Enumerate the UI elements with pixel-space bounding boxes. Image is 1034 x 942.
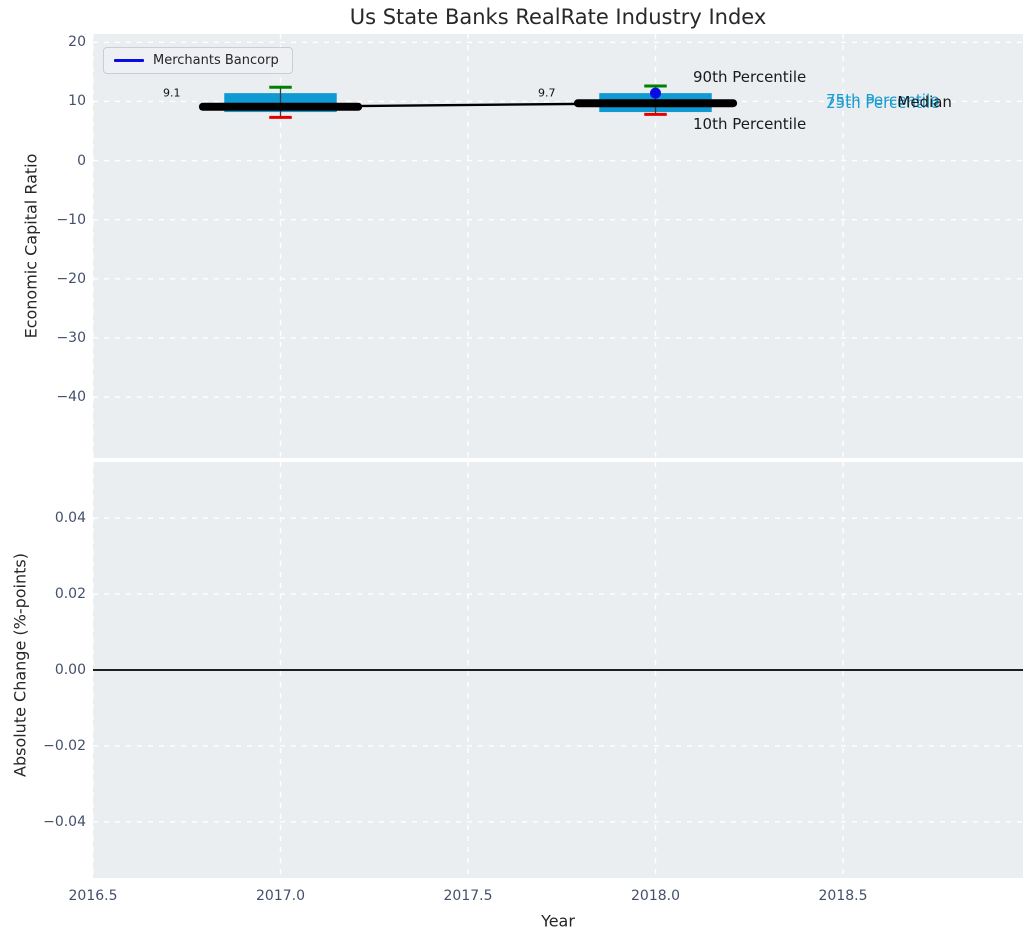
y-axis-label-bottom: Absolute Change (%-points) bbox=[10, 553, 30, 777]
xtick-label: 2018.0 bbox=[631, 888, 680, 904]
annotation-median: Median bbox=[897, 93, 952, 111]
legend: Merchants Bancorp bbox=[103, 47, 293, 74]
ytick-label: −20 bbox=[56, 270, 86, 287]
ytick-label: −0.02 bbox=[43, 737, 86, 754]
top-axes bbox=[93, 34, 1023, 458]
ytick-label: 0 bbox=[77, 152, 86, 169]
chart-title: Us State Banks RealRate Industry Index bbox=[349, 5, 767, 29]
legend-line-sample bbox=[114, 59, 144, 62]
annotation-90th-percentile: 90th Percentile bbox=[693, 67, 807, 86]
median-value-label: 9.1 bbox=[163, 86, 181, 100]
bottom-axes bbox=[93, 462, 1023, 878]
ytick-label: −40 bbox=[56, 389, 86, 406]
ytick-label: 20 bbox=[68, 34, 86, 51]
ytick-label: 0.02 bbox=[54, 586, 86, 603]
annotation-75th-percentile: 75th Percentile bbox=[826, 90, 940, 109]
xtick-label: 2016.5 bbox=[68, 888, 118, 904]
legend-label: Merchants Bancorp bbox=[153, 53, 279, 68]
xtick-label: 2018.5 bbox=[818, 888, 868, 904]
ytick-label: −10 bbox=[56, 211, 86, 228]
top-plot-canvas bbox=[93, 34, 1023, 458]
ytick-label: −30 bbox=[56, 329, 86, 346]
median-value-label: 9.7 bbox=[538, 86, 556, 100]
ytick-label: 0.00 bbox=[54, 662, 86, 678]
ytick-label: 10 bbox=[68, 93, 86, 110]
annotation-25th-percentile: 25th Percentile bbox=[826, 93, 940, 112]
xtick-label: 2017.0 bbox=[256, 888, 305, 904]
bottom-plot-canvas bbox=[93, 462, 1023, 878]
ytick-label: −0.04 bbox=[43, 813, 86, 830]
annotation-10th-percentile: 10th Percentile bbox=[693, 115, 807, 134]
company-point bbox=[650, 87, 661, 99]
x-axis-label: Year bbox=[541, 911, 575, 931]
xtick-label: 2017.5 bbox=[443, 888, 493, 904]
ytick-label: 0.04 bbox=[54, 510, 86, 527]
y-axis-label-top: Economic Capital Ratio bbox=[21, 153, 41, 339]
